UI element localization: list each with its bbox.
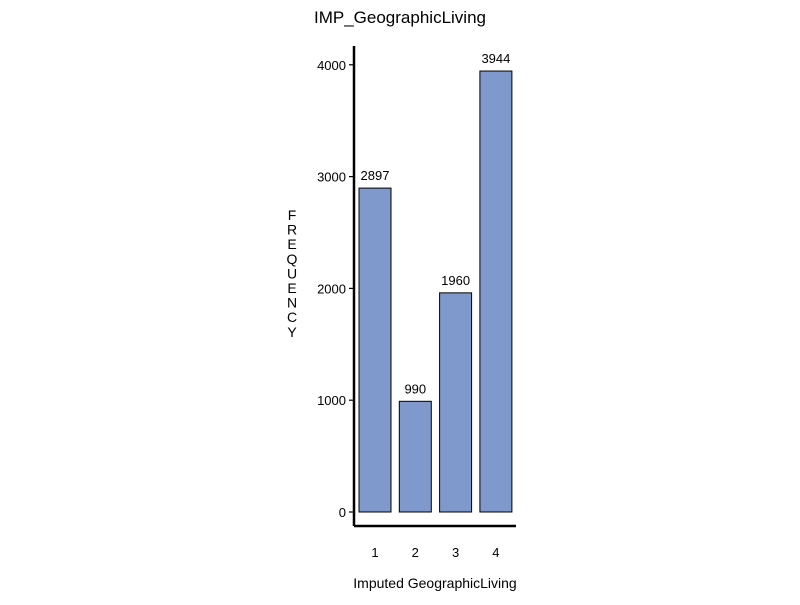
bar <box>479 70 513 513</box>
bars: 2897 990 1960 3944 <box>358 51 513 513</box>
x-tick-label: 2 <box>412 545 419 560</box>
y-tick-label: 3000 <box>317 170 346 185</box>
y-axis-label-letter: U <box>287 265 297 281</box>
chart-title: IMP_GeographicLiving <box>314 8 486 27</box>
x-axis-label: Imputed GeographicLiving <box>353 575 516 591</box>
y-axis-label-letter: Q <box>287 251 298 267</box>
bar-value-label: 990 <box>404 381 426 396</box>
bar-value-label: 2897 <box>361 168 390 183</box>
bar <box>439 292 473 513</box>
y-axis-label-letter: R <box>287 222 297 238</box>
bar-value-label: 3944 <box>481 51 510 66</box>
y-axis-label-letter: N <box>287 295 297 311</box>
y-axis-label-letter: E <box>287 236 296 252</box>
bar <box>358 187 392 513</box>
y-axis-label-letter: Y <box>287 324 297 340</box>
y-tick-label: 1000 <box>317 393 346 408</box>
bar-value-label: 1960 <box>441 273 470 288</box>
y-tick-label: 0 <box>339 505 346 520</box>
y-axis-label-letter: F <box>288 207 297 223</box>
x-axis: 1 2 3 4 <box>354 524 516 560</box>
y-tick-label: 4000 <box>317 58 346 73</box>
x-tick-label: 4 <box>492 545 499 560</box>
x-tick-label: 1 <box>371 545 378 560</box>
x-tick-label: 3 <box>452 545 459 560</box>
y-axis-label-letter: C <box>287 309 297 325</box>
y-axis: 0 1000 2000 3000 4000 <box>317 46 356 526</box>
bar <box>398 400 432 513</box>
y-axis-label-letter: E <box>287 280 296 296</box>
y-tick-label: 2000 <box>317 281 346 296</box>
